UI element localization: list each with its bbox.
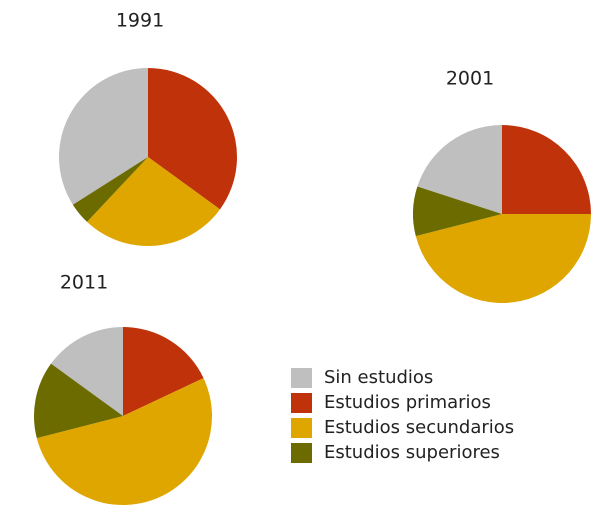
pie-slice <box>123 327 204 416</box>
pie-slice <box>36 378 212 506</box>
legend-label: Estudios primarios <box>324 392 491 413</box>
pie-slice <box>58 68 148 205</box>
chart-title: 2011 <box>60 272 108 294</box>
legend-swatch <box>291 393 312 413</box>
chart-title: 2001 <box>446 68 494 90</box>
pie-slice <box>415 214 591 303</box>
legend-swatch <box>291 443 312 463</box>
pie-slice <box>413 186 502 237</box>
pie-slice <box>50 327 124 416</box>
legend-label: Estudios secundarios <box>324 417 514 438</box>
pie-slice <box>417 125 502 214</box>
legend-swatch <box>291 418 312 438</box>
legend-label: Sin estudios <box>324 367 433 388</box>
pie-slice <box>72 157 148 222</box>
pie-slice <box>33 363 123 439</box>
legend-swatch <box>291 368 312 388</box>
legend-label: Estudios superiores <box>324 442 500 463</box>
pie-slice <box>87 157 221 246</box>
pie-slice <box>502 125 591 214</box>
pie-slice <box>148 68 237 210</box>
chart-title: 1991 <box>116 10 164 32</box>
